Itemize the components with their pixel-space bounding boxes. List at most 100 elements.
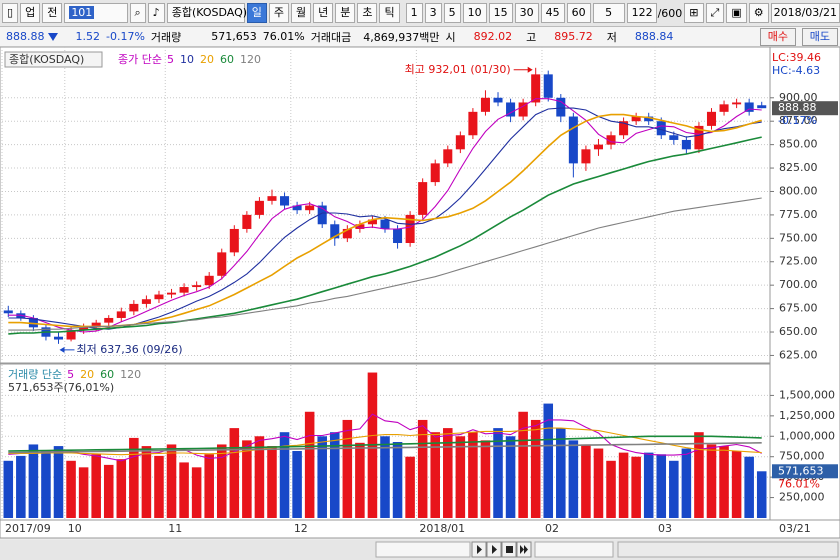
save-button[interactable]: ▣ — [726, 3, 747, 23]
buy-button[interactable]: 매수 — [759, 27, 796, 46]
interval-button[interactable]: 5 — [443, 3, 461, 23]
interval-button[interactable]: 30 — [514, 3, 539, 23]
legend-entry: 20 — [200, 53, 214, 66]
volume-bar — [731, 450, 742, 518]
chart-icon[interactable]: ▯ — [2, 3, 19, 23]
interval-button[interactable]: 10 — [462, 3, 487, 23]
price: 888.88 — [6, 30, 45, 43]
interval-button[interactable]: 1 — [405, 3, 423, 23]
last-volume-box — [772, 464, 838, 479]
tool-icons[interactable] — [617, 541, 839, 558]
candle-body — [493, 97, 503, 103]
tool-button[interactable]: ⊞ — [684, 3, 704, 23]
code-input[interactable]: 101 — [64, 3, 128, 23]
scrollbar[interactable] — [375, 541, 471, 558]
candle-body — [669, 135, 679, 140]
interval-button[interactable]: 60 — [566, 3, 591, 23]
amount: 4,869,937백만 — [363, 30, 440, 44]
interval-button[interactable]: 3 — [424, 3, 442, 23]
volume-bar — [455, 436, 466, 518]
volume-bar — [380, 436, 390, 518]
volume-bar — [618, 452, 629, 518]
volume-bar — [656, 454, 667, 518]
candle-body — [104, 317, 114, 323]
code-label[interactable]: 전 — [42, 3, 63, 23]
candle-body — [28, 317, 38, 328]
y-tick-label: 825.00 — [779, 161, 818, 174]
legend-entry: 10 — [180, 53, 194, 66]
volume-bar — [242, 440, 252, 518]
volume-bar — [719, 446, 729, 518]
nav-icon — [477, 545, 482, 554]
candle-body — [91, 322, 101, 328]
volume-bar — [41, 450, 51, 518]
volume-bar — [417, 419, 428, 518]
period-button[interactable]: 년 — [313, 3, 334, 23]
candle-body — [455, 135, 465, 150]
period-button[interactable]: 월 — [290, 3, 312, 23]
volume-bar — [493, 428, 503, 518]
high: 895.72 — [554, 30, 593, 43]
last-price-box — [772, 101, 838, 116]
code: 101 — [69, 6, 95, 19]
legend-entry: 20 — [80, 368, 94, 381]
candle-body — [179, 287, 189, 293]
search-button[interactable]: ⌕ — [129, 3, 146, 23]
volume-bar — [279, 432, 290, 518]
candle-body — [468, 111, 478, 136]
candle-body — [443, 149, 453, 164]
volume-bar — [304, 411, 315, 518]
market-select[interactable]: 업 — [20, 3, 41, 23]
candle-body — [631, 116, 641, 122]
volume-bar — [480, 440, 491, 518]
candle-body — [656, 121, 666, 136]
candle-body — [305, 205, 315, 211]
y-tick-label: 750,000 — [779, 450, 825, 463]
order-buttons: 매수 매도 — [673, 27, 840, 46]
nav-icon — [492, 545, 497, 554]
volume-bar — [53, 446, 64, 518]
y-tick-label: 650.00 — [779, 325, 818, 338]
volume-label: 거래량 — [150, 30, 182, 44]
last-change: -0.17% — [778, 114, 817, 127]
candle-body — [757, 105, 767, 109]
count-select[interactable]: 5 — [592, 3, 625, 23]
interval-button[interactable]: 15 — [488, 3, 513, 23]
setting-button[interactable]: ⚙ — [748, 3, 769, 23]
date-input[interactable]: 2018/03/21 — [770, 3, 840, 23]
legend-label: 종가 단순 — [118, 53, 162, 66]
volume-bar — [581, 444, 591, 518]
high-note: 최고 932,01 (01/30) — [405, 63, 511, 76]
value-axis — [769, 46, 840, 521]
volume-bar — [342, 419, 353, 518]
shown-count[interactable]: 122 — [626, 3, 657, 23]
volume-bar — [681, 448, 692, 518]
period-button[interactable]: 분 — [335, 3, 356, 23]
interval-button[interactable]: 45 — [540, 3, 565, 23]
x-tick-label: 03 — [658, 522, 672, 535]
moving-average — [8, 98, 762, 333]
volume-bar — [191, 467, 202, 518]
period-button[interactable]: 주 — [268, 3, 289, 23]
y-tick-label: 725.00 — [779, 255, 818, 268]
period-button[interactable]: 일 — [246, 3, 267, 23]
zoom-slider[interactable] — [534, 541, 614, 558]
x-tick-label: 2017/09 — [5, 522, 51, 535]
period-button[interactable]: 틱 — [379, 3, 400, 23]
volume-bar — [129, 437, 139, 518]
period-button[interactable]: 초 — [357, 3, 378, 23]
candle-body — [317, 205, 327, 225]
tool-button[interactable]: ⤢ — [705, 3, 725, 23]
volume-bar — [3, 460, 14, 518]
volume-bar — [28, 444, 39, 518]
candle-body — [405, 214, 415, 244]
y-tick-label: 775.00 — [779, 208, 818, 221]
candle-body — [217, 252, 227, 276]
volume-bar — [292, 450, 302, 518]
volume-bar — [756, 471, 767, 518]
sound-button[interactable]: ♪ — [147, 3, 165, 23]
y-tick-label: 675.00 — [779, 302, 818, 315]
candle-body — [154, 294, 164, 300]
volume-bar — [355, 442, 365, 518]
sell-button[interactable]: 매도 — [801, 27, 838, 46]
